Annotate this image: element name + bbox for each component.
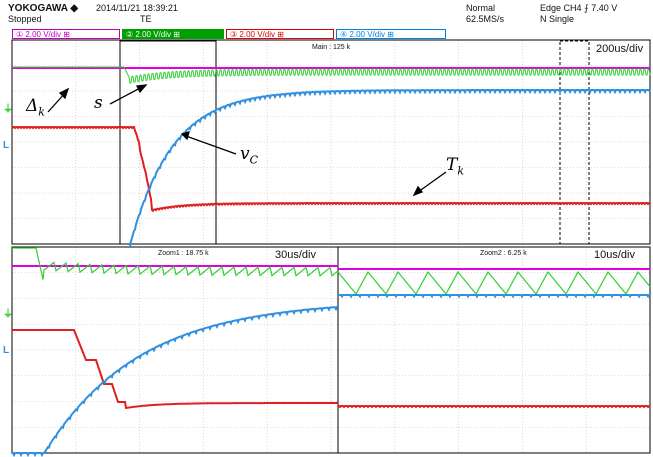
channel-2-setting[interactable]: ② 2.00 V/div ⊞ — [122, 29, 224, 39]
tk-arrow — [417, 171, 447, 193]
trigger-mode: N Single — [540, 14, 575, 24]
zoom1-timebase: 30us/div — [275, 249, 316, 261]
vc-label: vC — [240, 144, 259, 167]
vc-arrow — [185, 135, 237, 155]
delta-k-label: Δk — [26, 96, 45, 119]
channel-bar: ① 2.00 V/div ⊞ ② 2.00 V/div ⊞ ③ 2.00 V/d… — [12, 29, 448, 39]
zoom2-window[interactable] — [559, 40, 590, 245]
channel-4-setting[interactable]: ④ 2.00 V/div ⊞ — [336, 29, 446, 39]
zoom-ch2-level-marker: ⏚ — [3, 309, 13, 320]
zoom1-window[interactable] — [119, 40, 217, 245]
main-timebase: 200us/div — [596, 43, 644, 55]
zoom1-ch4-trace — [12, 305, 339, 457]
tk-arrowhead — [412, 185, 424, 197]
datetime: 2014/11/21 18:39:21 — [96, 3, 178, 13]
zoom1-ch3-trace — [12, 329, 338, 410]
main-frame — [11, 39, 651, 245]
main-ch3-trace — [11, 126, 650, 213]
zoom2-timebase: 10us/div — [594, 249, 635, 261]
zoom2-record-length: Zoom2 : 6.25 k — [480, 250, 527, 257]
trigger-setting: Edge CH4 ⨍ 7.40 V — [540, 3, 618, 13]
main-record-length: Main : 125 k — [312, 44, 351, 51]
channel-1-setting[interactable]: ① 2.00 V/div ⊞ — [12, 29, 120, 39]
zoom2-ch2-trace — [337, 270, 651, 296]
s-arrowhead — [136, 84, 148, 94]
zoom-ch4-level-marker: L — [3, 345, 10, 356]
zoom1-ch2-trace — [12, 247, 339, 280]
acquisition-mode: Normal — [466, 3, 496, 13]
zoom2-ch3-trace — [338, 405, 650, 409]
vc-arrowhead — [180, 131, 190, 141]
ch2-level-marker: ⏚ — [3, 104, 13, 115]
zoom2-ch4-trace — [338, 294, 650, 299]
run-status-sub: TE — [140, 14, 152, 24]
sample-rate: 62.5MS/s — [466, 14, 505, 24]
channel-3-setting[interactable]: ③ 2.00 V/div ⊞ — [226, 29, 334, 39]
zoom-frame — [11, 246, 651, 454]
main-ch4-trace — [129, 89, 651, 247]
delta-k-arrowhead — [58, 87, 70, 100]
s-arrow — [109, 86, 143, 105]
zoom1-record-length: Zoom1 : 18.75 k — [158, 250, 209, 257]
s-label: s — [94, 93, 103, 113]
brand-logo: YOKOGAWA ◆ — [8, 3, 79, 14]
run-status: Stopped — [8, 14, 42, 24]
tk-label: Tk — [446, 155, 465, 178]
main-grid — [12, 40, 650, 244]
ch4-level-marker: L — [3, 140, 10, 151]
main-ch2-trace — [12, 66, 651, 84]
zoom-grid — [12, 247, 650, 453]
